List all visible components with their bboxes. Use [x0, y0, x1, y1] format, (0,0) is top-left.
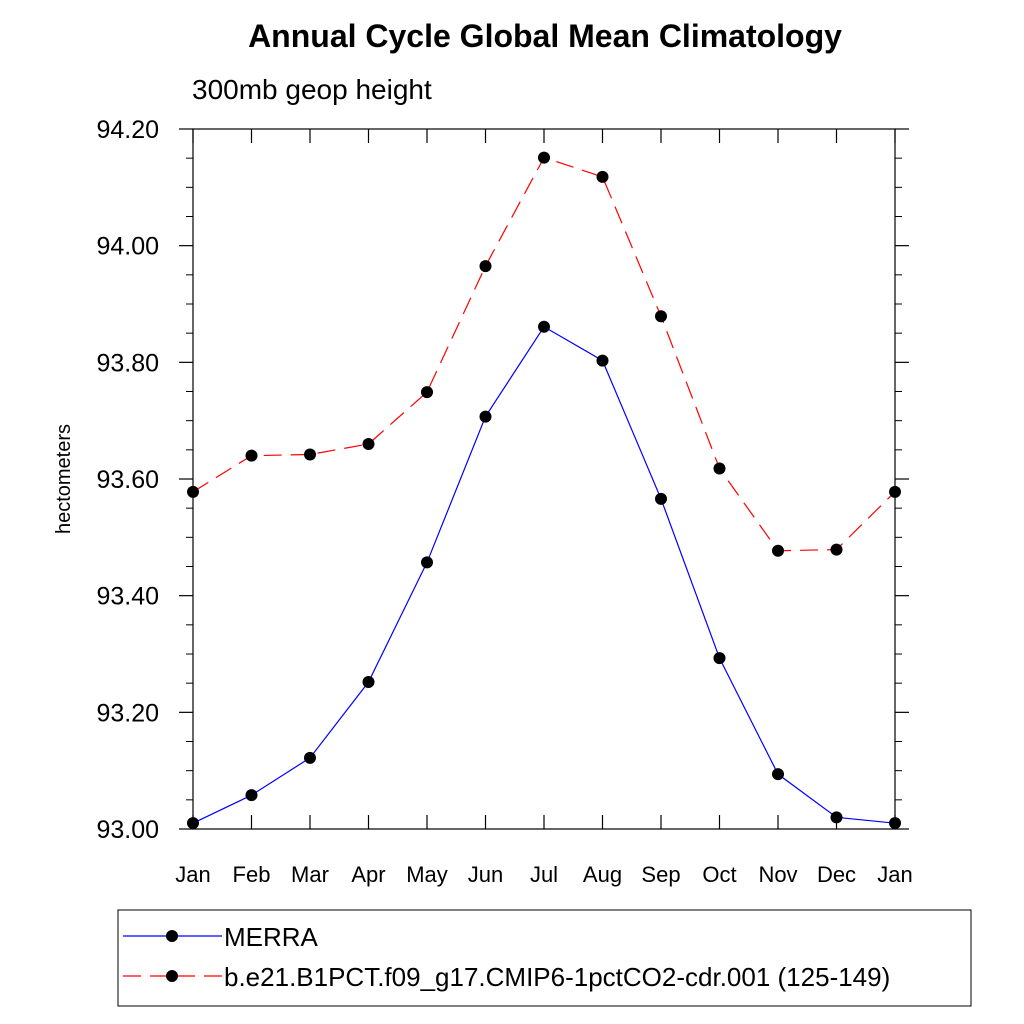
- x-tick-label: May: [406, 862, 448, 887]
- legend-item: b.e21.B1PCT.f09_g17.CMIP6-1pctCO2-cdr.00…: [123, 962, 890, 992]
- data-point: [187, 485, 199, 498]
- x-tick-label: Feb: [233, 862, 271, 887]
- x-tick-label: Aug: [583, 862, 622, 887]
- y-tick-label: 93.20: [96, 699, 159, 727]
- legend-box: [117, 909, 972, 1007]
- x-tick-label: Nov: [758, 862, 797, 887]
- data-point: [889, 817, 901, 830]
- data-point: [304, 751, 316, 764]
- data-point: [889, 485, 901, 498]
- data-point: [538, 151, 550, 164]
- data-point: [830, 811, 843, 824]
- data-point: [421, 386, 433, 399]
- data-point: [304, 448, 316, 461]
- data-point: [362, 438, 375, 450]
- data-point: [479, 410, 492, 423]
- data-point: [655, 310, 667, 323]
- x-tick-label: Jan: [877, 862, 912, 887]
- legend-marker: [166, 930, 178, 942]
- x-tick-label: Sep: [641, 862, 680, 887]
- data-point: [772, 544, 784, 557]
- legend-label: b.e21.B1PCT.f09_g17.CMIP6-1pctCO2-cdr.00…: [224, 962, 890, 992]
- x-tick-label: Dec: [817, 862, 856, 887]
- data-point: [596, 170, 609, 183]
- data-point: [655, 492, 667, 505]
- legend-marker: [166, 970, 178, 982]
- data-point: [479, 260, 492, 273]
- y-axis-label: hectometers: [53, 424, 75, 534]
- y-tick-label: 93.60: [96, 466, 159, 494]
- y-tick-label: 94.20: [96, 116, 159, 144]
- x-tick-label: Jun: [468, 862, 503, 887]
- y-tick-label: 94.00: [96, 233, 159, 261]
- legend-item: MERRA: [123, 922, 319, 952]
- series-line: [192, 325, 896, 824]
- axes: 93.00 93.20 93.40 93.60 93.80 94.00 94.20 Jan Fe…: [96, 116, 912, 887]
- x-tick-label: Apr: [351, 862, 385, 887]
- plot-frame: [192, 128, 896, 830]
- data-point: [772, 768, 784, 781]
- data-point: [245, 789, 258, 802]
- data-point: [421, 556, 433, 569]
- data-point: [830, 543, 843, 556]
- data-point: [596, 354, 609, 367]
- series-merra: [187, 320, 901, 830]
- y-tick-label: 93.40: [96, 583, 159, 611]
- x-tick-label: Jan: [175, 862, 210, 887]
- chart-title: Annual Cycle Global Mean Climatology: [248, 18, 842, 54]
- y-tick-label: 93.00: [96, 816, 159, 844]
- data-point: [538, 320, 550, 333]
- data-point: [362, 676, 375, 688]
- series-group: [187, 151, 901, 830]
- x-tick-label: Oct: [702, 862, 736, 887]
- chart-subtitle: 300mb geop height: [192, 74, 432, 105]
- x-tick-label: Mar: [291, 862, 329, 887]
- series-cmip6-1pctco2: [187, 151, 901, 557]
- data-point: [713, 652, 726, 665]
- data-point: [187, 817, 199, 830]
- x-tick-label: Jul: [530, 862, 558, 887]
- y-tick-label: 93.80: [96, 349, 159, 377]
- data-point: [713, 462, 726, 475]
- series-line: [192, 156, 896, 552]
- legend: MERRA b.e21.B1PCT.f09_g17.CMIP6-1pctCO2-c…: [117, 909, 972, 1007]
- legend-label: MERRA: [224, 922, 319, 952]
- data-point: [245, 449, 258, 462]
